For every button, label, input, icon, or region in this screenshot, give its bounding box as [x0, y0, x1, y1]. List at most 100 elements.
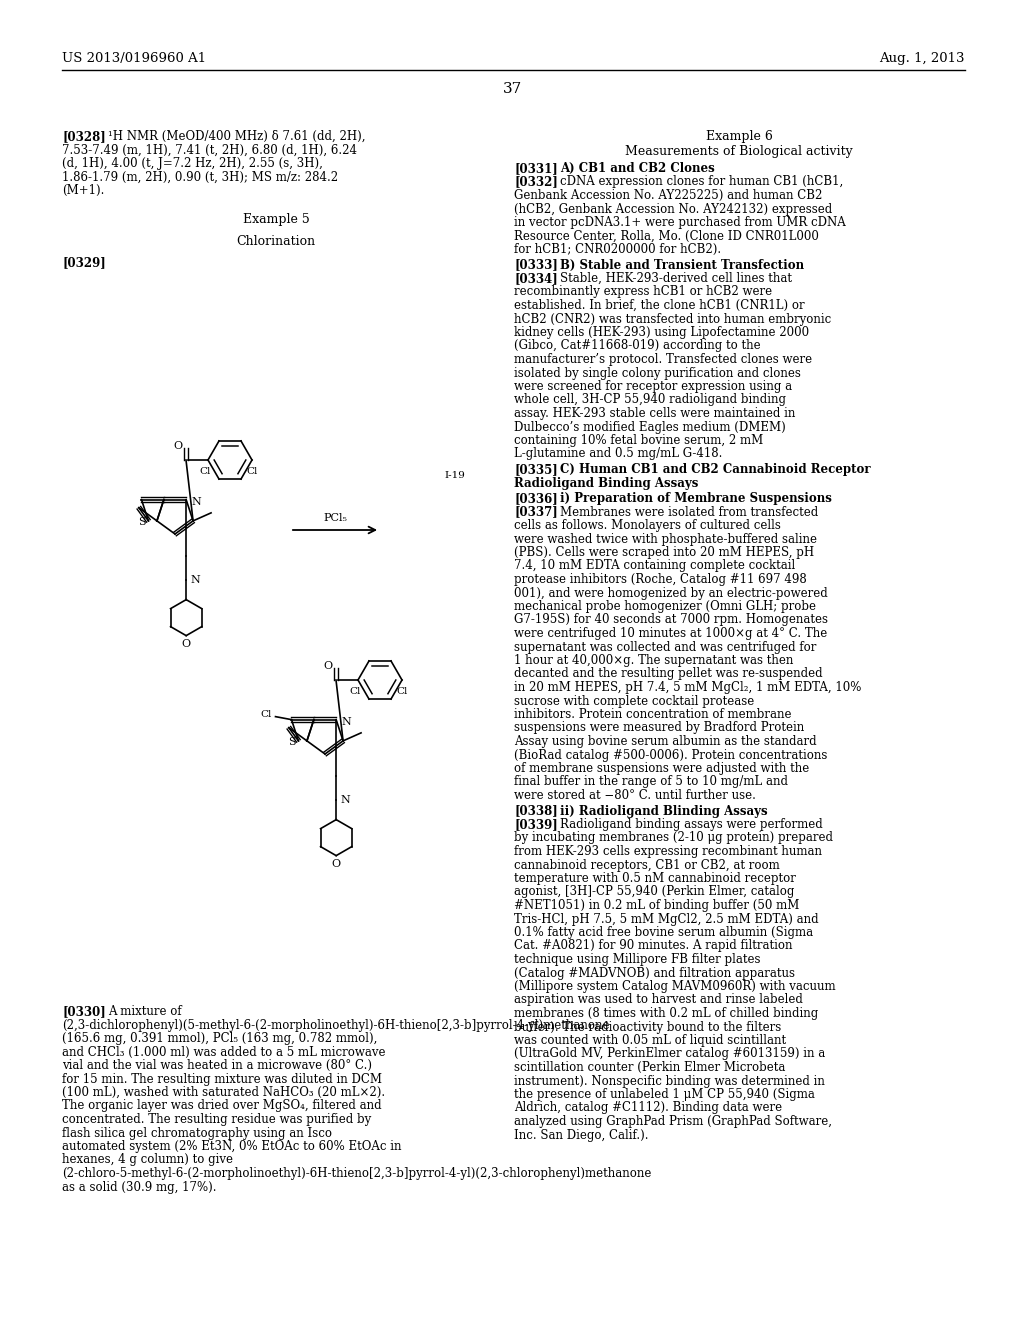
Text: 0.1% fatty acid free bovine serum albumin (Sigma: 0.1% fatty acid free bovine serum albumi… [514, 927, 813, 939]
Text: Cl: Cl [396, 686, 408, 696]
Text: protease inhibitors (Roche, Catalog #11 697 498: protease inhibitors (Roche, Catalog #11 … [514, 573, 807, 586]
Text: analyzed using GraphPad Prism (GraphPad Software,: analyzed using GraphPad Prism (GraphPad … [514, 1115, 831, 1129]
Text: 1.86-1.79 (m, 2H), 0.90 (t, 3H); MS m/z: 284.2: 1.86-1.79 (m, 2H), 0.90 (t, 3H); MS m/z:… [62, 170, 338, 183]
Text: O: O [173, 441, 182, 451]
Text: (Catalog #MADVNOB) and filtration apparatus: (Catalog #MADVNOB) and filtration appara… [514, 966, 795, 979]
Text: #NET1051) in 0.2 mL of binding buffer (50 mM: #NET1051) in 0.2 mL of binding buffer (5… [514, 899, 800, 912]
Text: Aldrich, catalog #C1112). Binding data were: Aldrich, catalog #C1112). Binding data w… [514, 1101, 782, 1114]
Text: Stable, HEK-293-derived cell lines that: Stable, HEK-293-derived cell lines that [560, 272, 792, 285]
Text: containing 10% fetal bovine serum, 2 mM: containing 10% fetal bovine serum, 2 mM [514, 434, 763, 447]
Text: i) Preparation of Membrane Suspensions: i) Preparation of Membrane Suspensions [560, 492, 831, 506]
Text: Cat. #A0821) for 90 minutes. A rapid filtration: Cat. #A0821) for 90 minutes. A rapid fil… [514, 940, 793, 953]
Text: Cl: Cl [260, 710, 271, 719]
Text: N: N [191, 496, 201, 507]
Text: Measurements of Biological activity: Measurements of Biological activity [625, 145, 853, 158]
Text: O: O [324, 661, 333, 671]
Text: the presence of unlabeled 1 μM CP 55,940 (Sigma: the presence of unlabeled 1 μM CP 55,940… [514, 1088, 815, 1101]
Text: L-glutamine and 0.5 mg/mL G-418.: L-glutamine and 0.5 mg/mL G-418. [514, 447, 722, 461]
Text: technique using Millipore FB filter plates: technique using Millipore FB filter plat… [514, 953, 761, 966]
Text: (d, 1H), 4.00 (t, J=7.2 Hz, 2H), 2.55 (s, 3H),: (d, 1H), 4.00 (t, J=7.2 Hz, 2H), 2.55 (s… [62, 157, 323, 170]
Text: (BioRad catalog #500-0006). Protein concentrations: (BioRad catalog #500-0006). Protein conc… [514, 748, 827, 762]
Text: [0334]: [0334] [514, 272, 558, 285]
Text: by incubating membranes (2-10 μg protein) prepared: by incubating membranes (2-10 μg protein… [514, 832, 833, 845]
Text: were washed twice with phosphate-buffered saline: were washed twice with phosphate-buffere… [514, 532, 817, 545]
Text: of membrane suspensions were adjusted with the: of membrane suspensions were adjusted wi… [514, 762, 809, 775]
Text: were stored at −80° C. until further use.: were stored at −80° C. until further use… [514, 789, 756, 803]
Text: cDNA expression clones for human CB1 (hCB1,: cDNA expression clones for human CB1 (hC… [560, 176, 843, 189]
Text: sucrose with complete cocktail protease: sucrose with complete cocktail protease [514, 694, 755, 708]
Text: Aug. 1, 2013: Aug. 1, 2013 [880, 51, 965, 65]
Text: inhibitors. Protein concentration of membrane: inhibitors. Protein concentration of mem… [514, 708, 792, 721]
Text: cannabinoid receptors, CB1 or CB2, at room: cannabinoid receptors, CB1 or CB2, at ro… [514, 858, 779, 871]
Text: aspiration was used to harvest and rinse labeled: aspiration was used to harvest and rinse… [514, 994, 803, 1006]
Text: and CHCl₃ (1.000 ml) was added to a 5 mL microwave: and CHCl₃ (1.000 ml) was added to a 5 mL… [62, 1045, 385, 1059]
Text: N: N [190, 574, 200, 585]
Text: for 15 min. The resulting mixture was diluted in DCM: for 15 min. The resulting mixture was di… [62, 1072, 382, 1085]
Text: from HEK-293 cells expressing recombinant human: from HEK-293 cells expressing recombinan… [514, 845, 822, 858]
Text: Radioligand binding assays were performed: Radioligand binding assays were performe… [560, 818, 822, 832]
Text: in 20 mM HEPES, pH 7.4, 5 mM MgCl₂, 1 mM EDTA, 10%: in 20 mM HEPES, pH 7.4, 5 mM MgCl₂, 1 mM… [514, 681, 861, 694]
Text: Membranes were isolated from transfected: Membranes were isolated from transfected [560, 506, 818, 519]
Text: 001), and were homogenized by an electric-powered: 001), and were homogenized by an electri… [514, 586, 827, 599]
Text: Cl: Cl [200, 466, 211, 475]
Text: whole cell, 3H-CP 55,940 radioligand binding: whole cell, 3H-CP 55,940 radioligand bin… [514, 393, 786, 407]
Text: manufacturer’s protocol. Transfected clones were: manufacturer’s protocol. Transfected clo… [514, 352, 812, 366]
Text: hexanes, 4 g column) to give: hexanes, 4 g column) to give [62, 1154, 233, 1167]
Text: hCB2 (CNR2) was transfected into human embryonic: hCB2 (CNR2) was transfected into human e… [514, 313, 831, 326]
Text: scintillation counter (Perkin Elmer Microbeta: scintillation counter (Perkin Elmer Micr… [514, 1061, 785, 1074]
Text: [0335]: [0335] [514, 463, 558, 477]
Text: Cl: Cl [246, 466, 257, 475]
Text: G7-195S) for 40 seconds at 7000 rpm. Homogenates: G7-195S) for 40 seconds at 7000 rpm. Hom… [514, 614, 828, 627]
Text: S: S [288, 737, 295, 747]
Text: I-19: I-19 [444, 470, 465, 479]
Text: instrument). Nonspecific binding was determined in: instrument). Nonspecific binding was det… [514, 1074, 825, 1088]
Text: ¹H NMR (MeOD/400 MHz) δ 7.61 (dd, 2H),: ¹H NMR (MeOD/400 MHz) δ 7.61 (dd, 2H), [108, 129, 366, 143]
Text: [0336]: [0336] [514, 492, 558, 506]
Text: assay. HEK-293 stable cells were maintained in: assay. HEK-293 stable cells were maintai… [514, 407, 796, 420]
Text: Inc. San Diego, Calif.).: Inc. San Diego, Calif.). [514, 1129, 648, 1142]
Text: [0328]: [0328] [62, 129, 105, 143]
Text: Genbank Accession No. AY225225) and human CB2: Genbank Accession No. AY225225) and huma… [514, 189, 822, 202]
Text: were centrifuged 10 minutes at 1000×g at 4° C. The: were centrifuged 10 minutes at 1000×g at… [514, 627, 827, 640]
Text: S: S [138, 517, 145, 527]
Text: O: O [332, 858, 341, 869]
Text: The organic layer was dried over MgSO₄, filtered and: The organic layer was dried over MgSO₄, … [62, 1100, 382, 1113]
Text: (hCB2, Genbank Accession No. AY242132) expressed: (hCB2, Genbank Accession No. AY242132) e… [514, 202, 833, 215]
Text: C) Human CB1 and CB2 Cannabinoid Receptor: C) Human CB1 and CB2 Cannabinoid Recepto… [560, 463, 870, 477]
Text: (M+1).: (M+1). [62, 183, 104, 197]
Text: 37: 37 [503, 82, 521, 96]
Text: ii) Radioligand Blinding Assays: ii) Radioligand Blinding Assays [560, 804, 768, 817]
Text: Resource Center, Rolla, Mo. (Clone ID CNR01L000: Resource Center, Rolla, Mo. (Clone ID CN… [514, 230, 819, 243]
Text: 7.4, 10 mM EDTA containing complete cocktail: 7.4, 10 mM EDTA containing complete cock… [514, 560, 796, 573]
Text: kidney cells (HEK-293) using Lipofectamine 2000: kidney cells (HEK-293) using Lipofectami… [514, 326, 809, 339]
Text: suspensions were measured by Bradford Protein: suspensions were measured by Bradford Pr… [514, 722, 804, 734]
Text: US 2013/0196960 A1: US 2013/0196960 A1 [62, 51, 206, 65]
Text: N: N [340, 795, 350, 805]
Text: isolated by single colony purification and clones: isolated by single colony purification a… [514, 367, 801, 380]
Text: cells as follows. Monolayers of cultured cells: cells as follows. Monolayers of cultured… [514, 519, 781, 532]
Text: Assay using bovine serum albumin as the standard: Assay using bovine serum albumin as the … [514, 735, 816, 748]
Text: flash silica gel chromatography using an Isco: flash silica gel chromatography using an… [62, 1126, 332, 1139]
Text: Example 5: Example 5 [243, 214, 309, 227]
Text: final buffer in the range of 5 to 10 mg/mL and: final buffer in the range of 5 to 10 mg/… [514, 776, 788, 788]
Text: [0329]: [0329] [62, 256, 105, 269]
Text: (100 mL), washed with saturated NaHCO₃ (20 mL×2).: (100 mL), washed with saturated NaHCO₃ (… [62, 1086, 385, 1100]
Text: supernatant was collected and was centrifuged for: supernatant was collected and was centri… [514, 640, 816, 653]
Text: (165.6 mg, 0.391 mmol), PCl₅ (163 mg, 0.782 mmol),: (165.6 mg, 0.391 mmol), PCl₅ (163 mg, 0.… [62, 1032, 378, 1045]
Text: as a solid (30.9 mg, 17%).: as a solid (30.9 mg, 17%). [62, 1180, 216, 1193]
Text: 1 hour at 40,000×g. The supernatant was then: 1 hour at 40,000×g. The supernatant was … [514, 653, 794, 667]
Text: (Gibco, Cat#11668-019) according to the: (Gibco, Cat#11668-019) according to the [514, 339, 761, 352]
Text: automated system (2% Et3N, 0% EtOAc to 60% EtOAc in: automated system (2% Et3N, 0% EtOAc to 6… [62, 1140, 401, 1152]
Text: (2,3-dichlorophenyl)(5-methyl-6-(2-morpholinoethyl)-6H-thieno[2,3-b]pyrrol-4-yl): (2,3-dichlorophenyl)(5-methyl-6-(2-morph… [62, 1019, 609, 1031]
Text: Radioligand Binding Assays: Radioligand Binding Assays [514, 477, 698, 490]
Text: Example 6: Example 6 [706, 129, 772, 143]
Text: decanted and the resulting pellet was re-suspended: decanted and the resulting pellet was re… [514, 668, 822, 681]
Text: (Millipore system Catalog MAVM0960R) with vacuum: (Millipore system Catalog MAVM0960R) wit… [514, 979, 836, 993]
Text: Chlorination: Chlorination [237, 235, 315, 248]
Text: [0339]: [0339] [514, 818, 558, 832]
Text: [0330]: [0330] [62, 1005, 105, 1018]
Text: temperature with 0.5 nM cannabinoid receptor: temperature with 0.5 nM cannabinoid rece… [514, 873, 796, 884]
Text: vial and the vial was heated in a microwave (80° C.): vial and the vial was heated in a microw… [62, 1059, 372, 1072]
Text: established. In brief, the clone hCB1 (CNR1L) or: established. In brief, the clone hCB1 (C… [514, 300, 805, 312]
Text: [0337]: [0337] [514, 506, 558, 519]
